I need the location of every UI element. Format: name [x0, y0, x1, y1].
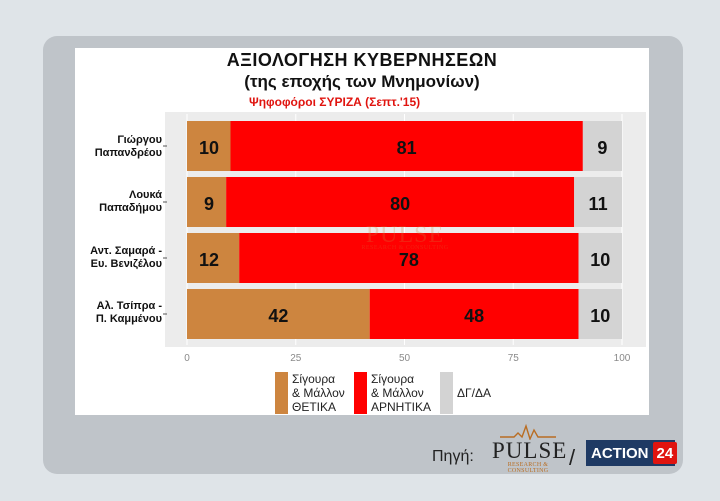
- logo-separator: /: [569, 445, 576, 470]
- legend-negative: Σίγουρα & Μάλλον ΑΡΝΗΤΙΚΑ: [371, 372, 432, 414]
- bar-1-series-1: [226, 177, 575, 227]
- data-label-0-series-2: 9: [597, 138, 607, 158]
- data-label-1-series-2: 11: [589, 194, 608, 214]
- row-label-0: Γιώργου Παπανδρέου: [94, 134, 162, 159]
- action24-logo: ACTION 24: [586, 440, 678, 466]
- data-label-3-series-1: 48: [464, 306, 484, 326]
- x-tick-label-4: 100: [614, 353, 631, 364]
- bar-0-series-1: [230, 121, 583, 171]
- bar-3-series-2: [578, 289, 622, 339]
- legend-swatch-dk: [440, 372, 453, 414]
- x-tick-label-1: 25: [290, 353, 302, 364]
- data-label-3-series-0: 42: [268, 306, 288, 326]
- bar-1-series-0: [187, 177, 227, 227]
- x-tick-label-0: 0: [184, 353, 190, 364]
- bar-2-series-1: [239, 233, 579, 283]
- bar-2-series-2: [578, 233, 622, 283]
- data-label-3-series-2: 10: [590, 306, 610, 326]
- action24-number: 24: [652, 442, 678, 464]
- data-label-0-series-1: 81: [397, 138, 417, 158]
- row-label-3: Αλ. Τσίπρα - Π. Καμμένου: [95, 300, 162, 325]
- chart-subtitle: (της εποχής των Μνημονίων): [244, 72, 480, 91]
- data-label-0-series-0: 10: [199, 138, 219, 158]
- bar-0-series-2: [582, 121, 622, 171]
- pulse-logo: PULSE RESEARCH & CONSULTING: [492, 424, 566, 474]
- pulse-heartbeat-icon: [500, 424, 556, 440]
- chart-title: ΑΞΙΟΛΟΓΗΣΗ ΚΥΒΕΡΝΗΣΕΩΝ: [226, 50, 498, 70]
- bar-3-series-1: [369, 289, 579, 339]
- data-label-1-series-1: 80: [390, 194, 410, 214]
- chart-note: Ψηφοφόροι ΣΥΡΙΖΑ (Σεπτ.'15): [249, 95, 421, 109]
- data-label-2-series-0: 12: [199, 250, 219, 270]
- legend-dk: ΔΓ/ΔΑ: [457, 386, 491, 400]
- row-label-1: Λουκά Παπαδήμου: [99, 189, 162, 214]
- data-label-2-series-2: 10: [590, 250, 610, 270]
- data-label-1-series-0: 9: [204, 194, 214, 214]
- legend-positive: Σίγουρα & Μάλλον ΘΕΤΙΚΑ: [292, 372, 345, 414]
- bar-3-series-0: [187, 289, 370, 339]
- source-label: Πηγή:: [432, 448, 474, 465]
- x-tick-label-3: 75: [508, 353, 520, 364]
- data-label-2-series-1: 78: [399, 250, 419, 270]
- bar-1-series-2: [574, 177, 622, 227]
- legend-swatch-negative: [354, 372, 367, 414]
- action24-word: ACTION: [591, 444, 649, 462]
- legend-swatch-positive: [275, 372, 288, 414]
- bar-0-series-0: [187, 121, 231, 171]
- row-label-2: Αντ. Σαμαρά - Ευ. Βενιζέλου: [90, 245, 162, 270]
- bar-2-series-0: [187, 233, 240, 283]
- x-tick-label-2: 50: [399, 353, 411, 364]
